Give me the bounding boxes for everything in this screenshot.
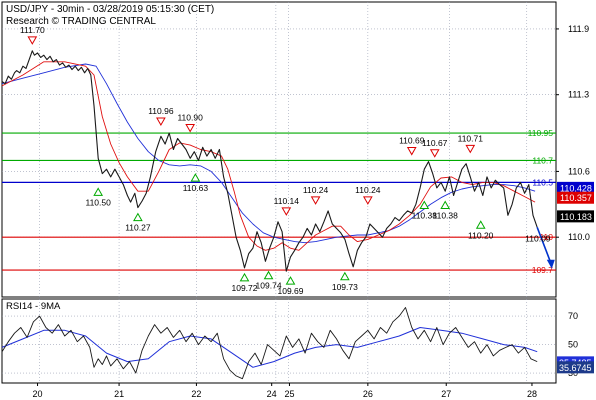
swing-high-label: 110.24 [355,185,381,195]
swing-high-label: 110.24 [303,185,329,195]
swing-low-label: 110.63 [183,183,209,193]
swing-high-marker [429,149,440,158]
last-price-box-current [557,210,594,223]
level-label-pivot: 110.5 [532,177,553,187]
swing-high-label: 110.14 [274,196,300,206]
last-price-value-current: 110.183 [560,212,592,222]
swing-high-marker [362,196,373,205]
swing-high-marker [406,147,417,156]
chart-title: USD/JPY - 30min - 03/28/2019 05:15:30 (C… [6,4,215,15]
swing-low-marker [133,212,143,222]
swing-high-marker [281,207,292,216]
swing-high-marker [185,124,196,133]
swing-low-marker [190,173,201,182]
x-tick-label: 28 [527,389,537,399]
rsi-value-box-rsi [557,361,594,374]
swing-low-label: 110.50 [85,197,111,207]
swing-low-label: 110.38 [433,211,459,221]
swing-high-marker [156,117,166,126]
swing-high-marker [310,196,321,205]
swing-high-marker [465,144,476,154]
swing-high-label: 110.69 [399,136,425,146]
swing-low-marker [263,270,274,280]
swing-low-marker [93,187,104,196]
swing-high-label: 110.96 [148,106,174,116]
x-tick-label: 24 [267,389,277,399]
x-tick-label: 22 [191,389,201,399]
rsi-tick-label: 70 [568,311,578,321]
swing-high-label: 110.67 [422,138,448,148]
forecast-arrow [536,227,552,264]
swing-high-label: 110.90 [177,113,203,123]
last-price-value-support: 110.357 [560,193,592,203]
swing-low-label: 109.73 [332,282,358,292]
price-line [1,50,538,272]
forecast-arrowhead [546,259,555,269]
price-panel-frame [1,1,557,298]
swing-low-label: 109.72 [232,283,258,293]
price-tick-label: 111.3 [568,90,589,100]
rsi-tick-label: 50 [568,340,578,350]
rsi-line [1,307,538,380]
rsi-value-rsi: 35.6745 [559,363,592,373]
swing-high-label: 111.70 [20,25,45,35]
moving-average-fast-line [1,61,536,251]
x-tick-label: 26 [363,389,373,399]
swing-low-marker [239,272,250,282]
price-tick-label: 111.9 [568,24,589,34]
level-label-resistance: 110.95 [528,128,554,138]
last-price-box-support [557,191,594,204]
x-tick-label: 25 [284,389,294,399]
swing-low-label: 109.74 [256,281,282,291]
level-label-support: 109.7 [532,265,554,275]
swing-low-marker [419,200,430,210]
swing-low-marker [339,271,350,281]
swing-low-label: 110.38 [412,211,438,221]
rsi-ma-line [1,327,538,368]
swing-low-marker [285,276,296,285]
price-tick-label: 110.0 [568,232,590,242]
level-label-support: 110 [539,232,553,242]
swing-low-marker [475,220,486,229]
level-label-resistance: 110.7 [532,155,553,165]
swing-low-label: 110.27 [125,223,151,233]
last-price-box-pivot [557,181,594,194]
swing-low-label: 110.20 [468,230,494,240]
price-tick-label: 110.6 [568,166,590,176]
forecast-label: 110.09 [525,233,551,243]
rsi-panel-title: RSI14 - 9MA [6,301,61,312]
rsi-panel-frame [1,298,557,384]
swing-high-label: 110.71 [458,133,484,143]
x-tick-label: 27 [441,389,451,399]
x-tick-label: 21 [114,389,124,399]
x-tick-label: 20 [33,389,43,399]
swing-low-label: 109.69 [277,286,303,296]
last-price-value-pivot: 110.428 [560,183,592,193]
chart-source: Research © TRADING CENTRAL [6,16,156,27]
swing-low-marker [440,200,451,210]
swing-high-marker [27,36,38,45]
